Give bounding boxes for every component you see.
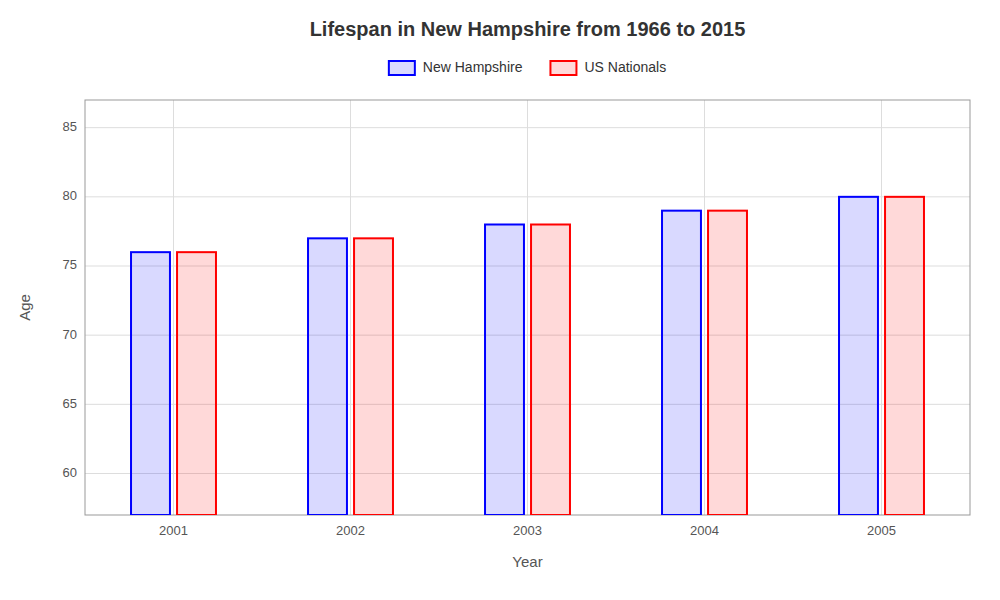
bar	[662, 211, 701, 515]
x-tick-label: 2002	[336, 523, 365, 538]
legend-swatch	[389, 61, 415, 75]
y-tick-label: 60	[63, 465, 77, 480]
legend-swatch	[550, 61, 576, 75]
y-tick-label: 80	[63, 188, 77, 203]
plot-frame	[85, 100, 970, 515]
grid-line-x	[527, 100, 528, 515]
grid-line-x	[173, 100, 174, 515]
bar	[885, 197, 924, 515]
bar	[708, 211, 747, 515]
bar-series	[177, 197, 924, 515]
x-tick-label: 2003	[513, 523, 542, 538]
chart-container: Lifespan in New Hampshire from 1966 to 2…	[0, 0, 1000, 600]
bar	[354, 238, 393, 515]
grid	[85, 100, 970, 515]
bar	[839, 197, 878, 515]
grid-line-x	[881, 100, 882, 515]
bar-series	[131, 197, 878, 515]
chart-title: Lifespan in New Hampshire from 1966 to 2…	[310, 18, 746, 40]
legend: New Hampshire US Nationals	[389, 59, 666, 75]
chart-svg: Lifespan in New Hampshire from 1966 to 2…	[0, 0, 1000, 600]
y-tick-label: 70	[63, 327, 77, 342]
bar	[531, 225, 570, 516]
y-tick-label: 65	[63, 396, 77, 411]
grid-line-x	[704, 100, 705, 515]
grid-line-x	[350, 100, 351, 515]
bar	[177, 252, 216, 515]
bar	[308, 238, 347, 515]
bar	[131, 252, 170, 515]
legend-label: US Nationals	[584, 59, 666, 75]
y-axis: 60 65 70 75 80 85	[63, 119, 77, 480]
y-tick-label: 85	[63, 119, 77, 134]
legend-item: US Nationals	[550, 59, 666, 75]
x-tick-label: 2001	[159, 523, 188, 538]
x-tick-label: 2005	[867, 523, 896, 538]
x-axis: 2001 2002 2003 2004 2005	[159, 523, 896, 538]
legend-label: New Hampshire	[423, 59, 523, 75]
x-tick-label: 2004	[690, 523, 719, 538]
bars	[131, 197, 924, 515]
y-axis-label: Age	[16, 294, 33, 321]
page: {"chart_data": {"type": "bar", "title": …	[0, 0, 1000, 600]
y-tick-label: 75	[63, 257, 77, 272]
legend-item: New Hampshire	[389, 59, 523, 75]
x-axis-label: Year	[512, 553, 542, 570]
bar	[485, 225, 524, 516]
